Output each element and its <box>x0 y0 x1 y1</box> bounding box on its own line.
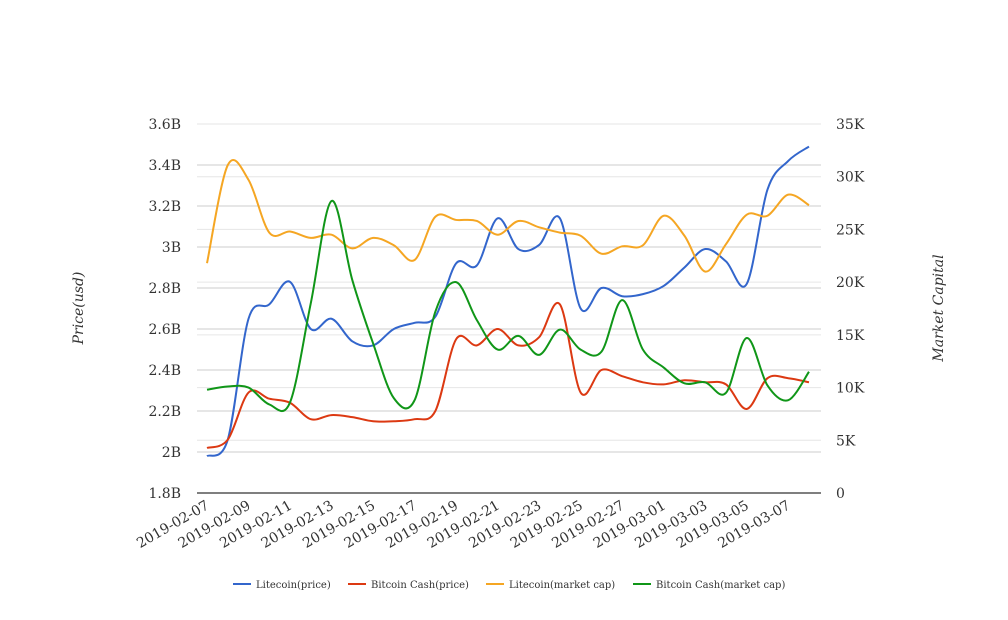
legend-label: Bitcoin Cash(price) <box>371 580 469 591</box>
legend-label: Litecoin(price) <box>256 580 331 591</box>
y-tick-label: 2.6B <box>148 322 181 338</box>
gridlines <box>197 123 821 453</box>
y2-tick-label: 10K <box>836 381 865 397</box>
series-line-3 <box>206 199 810 413</box>
y2-tick-label: 5K <box>836 433 856 449</box>
left-axis-ticks: 1.8B 2B 2.2B 2.4B 2.6B 2.8B 3B 3.2B 3.4B 3.6B <box>148 117 181 502</box>
y-tick-label: 3.4B <box>148 158 181 174</box>
y-tick-label: 1.8B <box>148 486 181 502</box>
legend-label: Litecoin(market cap) <box>509 580 615 591</box>
y2-axis-title: Market Capital <box>931 254 947 362</box>
y-tick-label: 2.4B <box>148 363 181 379</box>
y-tick-label: 2.8B <box>148 281 181 297</box>
x-axis-ticks: 2019-02-072019-02-092019-02-112019-02-13… <box>134 498 793 552</box>
y-axis-title: Price(usd) <box>71 272 87 346</box>
series-lines <box>206 145 810 458</box>
y2-tick-label: 20K <box>836 275 865 291</box>
right-axis-ticks: 0 5K 10K 15K 20K 25K 30K 35K <box>836 117 865 502</box>
series-line-0 <box>206 145 810 458</box>
y-tick-label: 2B <box>162 445 181 461</box>
y2-tick-label: 35K <box>836 117 865 133</box>
y2-tick-label: 0 <box>836 486 845 502</box>
y-tick-label: 3.6B <box>148 117 181 133</box>
y2-tick-label: 25K <box>836 222 865 238</box>
y-tick-label: 3.2B <box>148 199 181 215</box>
y2-tick-label: 15K <box>836 328 865 344</box>
series-line-2 <box>206 158 810 273</box>
legend: Litecoin(price) Bitcoin Cash(price) Liteco… <box>233 580 785 591</box>
y-tick-label: 2.2B <box>148 404 181 420</box>
y2-tick-label: 30K <box>836 170 865 186</box>
y-tick-label: 3B <box>162 240 181 256</box>
legend-label: Bitcoin Cash(market cap) <box>656 580 785 591</box>
